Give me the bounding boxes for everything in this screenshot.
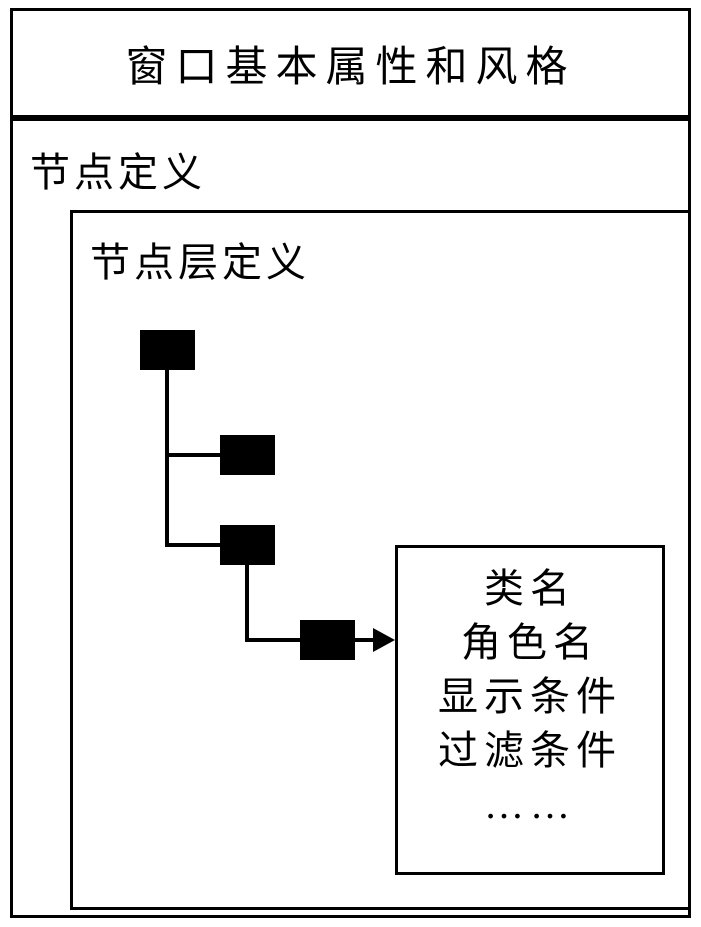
detail-box: 类名 角色名 显示条件 过滤条件 …… [395,545,665,875]
tree-node [140,330,195,370]
detail-item: 过滤条件 [438,724,622,778]
detail-item: 角色名 [461,616,599,670]
detail-item: 显示条件 [438,670,622,724]
tree-node [220,435,275,475]
detail-item: …… [484,778,576,832]
detail-item: 类名 [484,562,576,616]
header-box: 窗口基本属性和风格 [10,8,691,118]
tree-node [220,525,275,565]
arrow-head-icon [373,628,395,652]
level2-label: 节点层定义 [90,230,310,288]
level1-label: 节点定义 [30,140,206,198]
tree-connector [165,543,220,547]
tree-connector [245,565,249,640]
header-title: 窗口基本属性和风格 [125,33,575,94]
tree-node [300,620,355,660]
tree-connector [165,453,220,457]
tree-connector [245,638,300,642]
tree-connector [165,370,169,545]
